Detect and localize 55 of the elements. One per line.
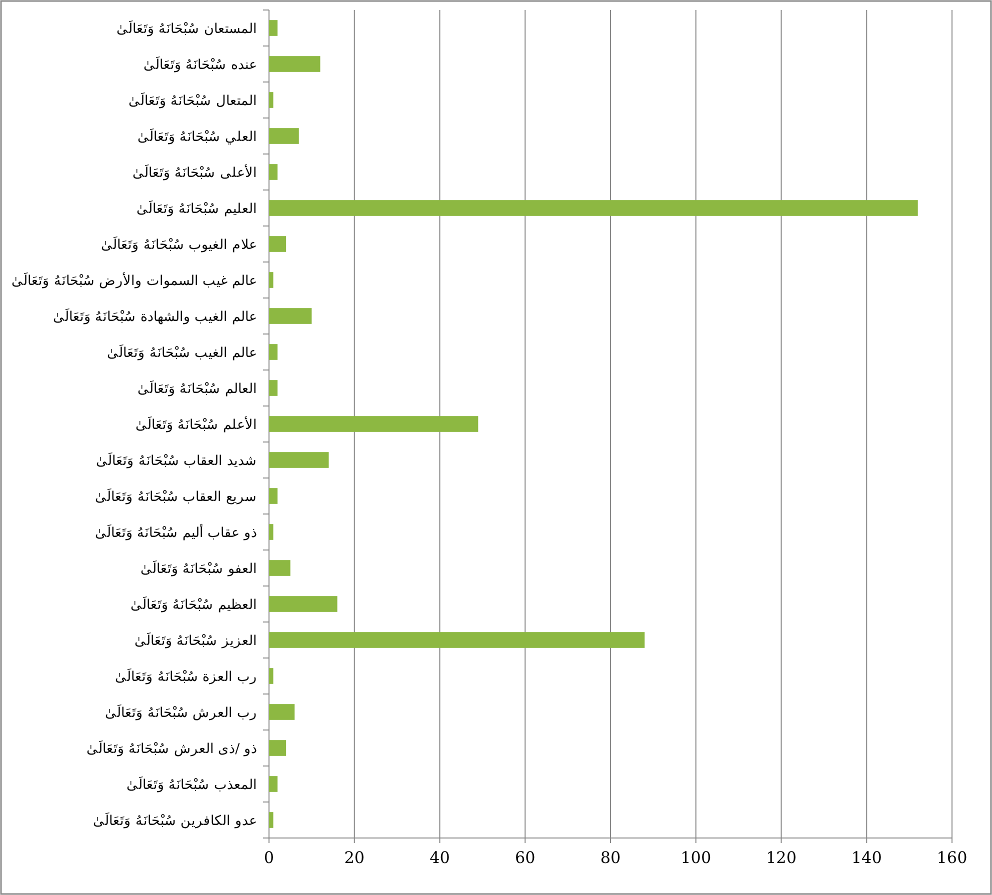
- x-tick-label: 160: [936, 848, 968, 867]
- bar: [269, 524, 274, 540]
- bar: [269, 452, 329, 468]
- bar: [269, 200, 918, 216]
- bar: [269, 92, 274, 108]
- bar: [269, 488, 278, 504]
- bar: [269, 632, 645, 648]
- bar: [269, 704, 295, 720]
- bar: [269, 596, 338, 612]
- bar: [269, 380, 278, 396]
- y-tick-label: سريع العقاب سُبْحَانَهُ وَتَعَالَىٰ: [95, 488, 257, 505]
- y-tick-label: رب العرش سُبْحَانَهُ وَتَعَالَىٰ: [105, 704, 257, 721]
- y-tick-label: العلي سُبْحَانَهُ وَتَعَالَىٰ: [137, 128, 257, 145]
- bar: [269, 164, 278, 180]
- x-tick-label: 80: [600, 848, 621, 867]
- y-tick-label: العفو سُبْحَانَهُ وَتَعَالَىٰ: [140, 560, 257, 577]
- y-tick-label: ذو عقاب أليم سُبْحَانَهُ وَتَعَالَىٰ: [94, 522, 257, 541]
- bar: [269, 812, 274, 828]
- y-tick-label: رب العزة سُبْحَانَهُ وَتَعَالَىٰ: [115, 668, 257, 685]
- bar: [269, 236, 286, 252]
- y-tick-label: عنده سُبْحَانَهُ وَتَعَالَىٰ: [143, 56, 257, 73]
- bar: [269, 416, 478, 432]
- y-tick-label: العليم سُبْحَانَهُ وَتَعَالَىٰ: [136, 200, 257, 217]
- y-tick-label: العزيز سُبْحَانَهُ وَتَعَالَىٰ: [134, 632, 257, 649]
- y-tick-label: الأعلم سُبْحَانَهُ وَتَعَالَىٰ: [135, 415, 257, 433]
- y-tick-label: علام الغيوب سُبْحَانَهُ وَتَعَالَىٰ: [101, 236, 257, 253]
- y-tick-label: المستعان سُبْحَانَهُ وَتَعَالَىٰ: [116, 20, 257, 37]
- y-tick-label: ذو /ذى العرش سُبْحَانَهُ وَتَعَالَىٰ: [86, 740, 257, 757]
- bar: [269, 272, 274, 288]
- x-tick-label: 0: [264, 848, 274, 867]
- y-tick-label: الأعلى سُبْحَانَهُ وَتَعَالَىٰ: [132, 163, 257, 181]
- x-tick-label: 40: [430, 848, 450, 867]
- bar: [269, 344, 278, 360]
- x-tick-label: 100: [680, 848, 712, 867]
- y-tick-label: عالم الغيب سُبْحَانَهُ وَتَعَالَىٰ: [107, 344, 257, 361]
- y-tick-label: عدو الكافرين سُبْحَانَهُ وَتَعَالَىٰ: [93, 812, 257, 829]
- y-tick-label: العالم سُبْحَانَهُ وَتَعَالَىٰ: [137, 380, 257, 397]
- bar: [269, 128, 299, 144]
- y-tick-label: عالم غيب السموات والأرض سُبْحَانَهُ وَتَعَالَىٰ: [12, 271, 257, 289]
- y-tick-label: المتعال سُبْحَانَهُ وَتَعَالَىٰ: [128, 92, 257, 109]
- bar: [269, 560, 290, 576]
- bar: [269, 20, 278, 36]
- bar: [269, 776, 278, 792]
- bar: [269, 308, 312, 324]
- x-tick-label: 60: [514, 848, 536, 867]
- x-tick-label: 140: [851, 848, 882, 867]
- x-tick-label: 120: [766, 848, 797, 867]
- bar: [269, 668, 274, 684]
- y-tick-label: العظيم سُبْحَانَهُ وَتَعَالَىٰ: [130, 596, 257, 613]
- y-tick-label: شديد العقاب سُبْحَانَهُ وَتَعَالَىٰ: [96, 452, 257, 469]
- bar: [269, 740, 286, 756]
- y-tick-label: المعذب سُبْحَانَهُ وَتَعَالَىٰ: [126, 776, 257, 793]
- y-tick-label: عالم الغيب والشهادة سُبْحَانَهُ وَتَعَالَىٰ: [52, 308, 257, 325]
- bar: [269, 56, 320, 72]
- x-tick-label: 20: [344, 848, 365, 867]
